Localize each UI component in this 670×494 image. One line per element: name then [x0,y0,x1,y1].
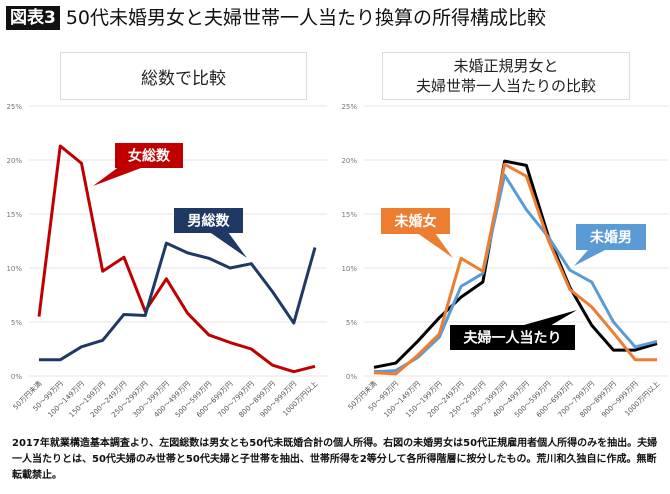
right-chart-title: 未婚正規男女と 夫婦世帯一人当たりの比較 [382,52,630,100]
y-tick-label: 5% [11,319,22,327]
series-line-女総数 [37,144,316,374]
series-line-未婚男 [373,173,658,374]
y-tick-label: 5% [346,319,357,327]
callout-box [576,224,646,250]
y-tick-label: 25% [6,103,22,111]
y-tick-label: 15% [341,211,357,219]
callout-box [174,208,243,233]
figure-badge: 図表3 [6,6,60,30]
legend-label: 未婚女 [395,213,437,230]
legend-label: 夫婦一人当たり [464,330,562,347]
series-line-未婚女 [373,162,657,376]
y-tick-label: 0% [11,373,22,381]
y-tick-label: 25% [341,103,357,111]
legend-label: 男総数 [188,213,231,230]
figure-title: 図表3 50代未婚男女と夫婦世帯一人当たり換算の所得構成比較 [6,6,546,30]
right-chart-title-line2: 夫婦世帯一人当たりの比較 [415,77,596,95]
main-title: 50代未婚男女と夫婦世帯一人当たり換算の所得構成比較 [65,7,547,29]
series-line-男総数 [39,241,317,362]
y-tick-label: 0% [346,373,357,381]
legend-label: 女総数 [128,148,171,165]
y-tick-label: 20% [341,157,357,165]
y-tick-label: 15% [6,211,22,219]
y-tick-label: 10% [6,265,22,273]
footnote: 2017年就業構造基本調査より、左図総数は男女とも50代未既婚合計の個人所得。右… [12,438,658,481]
y-tick-label: 20% [6,157,22,165]
callout-box [381,208,450,234]
chart-1: 0%5%10%15%20%25%50万円未満50～99万円100～149万円15… [341,103,669,419]
callout-box [450,325,575,350]
callout-box [115,143,183,168]
left-chart-title-text: 総数で比較 [141,68,226,89]
y-tick-label: 10% [341,265,357,273]
left-chart-title: 総数で比較 [60,52,307,100]
right-chart-title-line1: 未婚正規男女と [453,57,559,75]
series-line-夫婦一人当たり [373,159,658,369]
legend-label: 未婚男 [590,229,632,246]
chart-0: 0%5%10%15%20%25%50万円未満50～99万円100～149万円15… [6,103,327,419]
